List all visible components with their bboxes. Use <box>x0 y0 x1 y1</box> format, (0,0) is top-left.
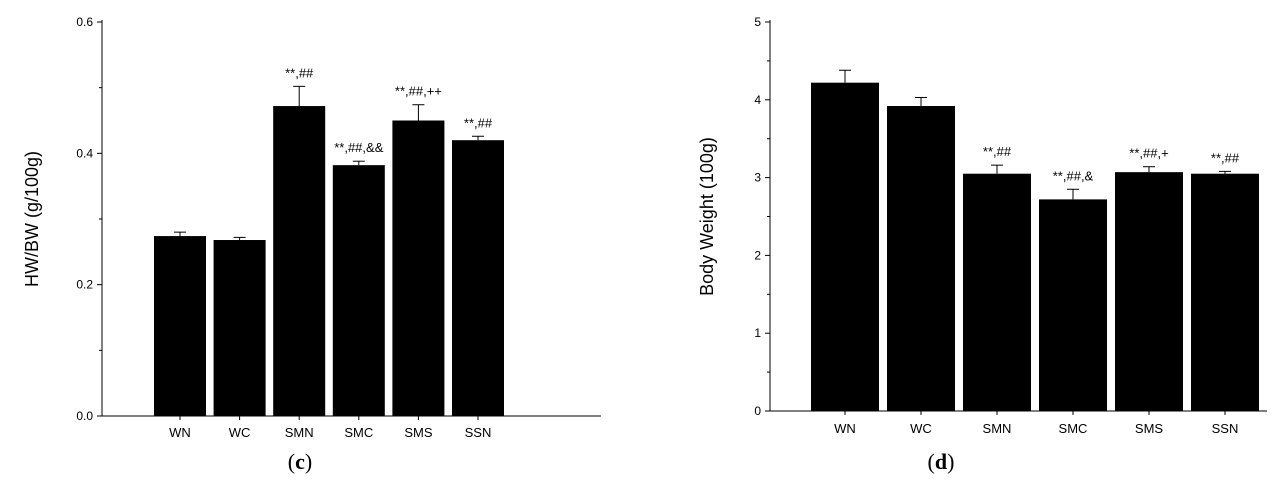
panel-label: (c) <box>288 449 312 474</box>
y-tick-label: 1 <box>754 326 761 340</box>
bar <box>392 120 445 416</box>
y-axis-title: HW/BW (g/100g) <box>22 151 42 287</box>
y-tick-label: 4 <box>754 93 761 107</box>
y-tick-label: 0.2 <box>76 278 93 292</box>
y-axis-title: Body Weight (100g) <box>697 137 717 296</box>
y-tick-label: 2 <box>754 248 761 262</box>
x-category-label: SSN <box>465 425 492 440</box>
y-tick-label: 0.4 <box>76 146 93 160</box>
panel-d-chart: 0 1 2 3 4 5 WN WC **,## SMN **,##,& SMC **,##,+ SMS **… <box>697 15 1267 474</box>
x-category-label: SMC <box>1059 421 1088 436</box>
y-tick-label: 0.6 <box>76 15 93 29</box>
bar <box>811 82 879 412</box>
significance-annotation: **,##,++ <box>395 84 442 99</box>
bar <box>887 106 955 412</box>
x-category-label: WC <box>229 425 251 440</box>
x-category-label: SMC <box>344 425 373 440</box>
significance-annotation: **,## <box>285 65 314 80</box>
significance-annotation: **,## <box>464 115 493 130</box>
bar <box>452 140 504 416</box>
bar <box>273 106 326 416</box>
x-category-label: SMN <box>983 421 1012 436</box>
x-category-label: SSN <box>1212 421 1239 436</box>
x-category-label: WN <box>834 421 856 436</box>
panel-c-chart: 0.0 0.2 0.4 0.6 WN WC **,## SMN **,##,&& SMC **,##… <box>22 15 601 474</box>
bar <box>1039 199 1107 411</box>
x-category-label: SMS <box>1135 421 1164 436</box>
x-category-label: WN <box>169 425 191 440</box>
significance-annotation: **,##,&& <box>334 140 383 155</box>
y-tick-label: 0 <box>754 404 761 418</box>
x-category-label: SMS <box>404 425 433 440</box>
bar <box>963 173 1031 411</box>
y-tick-label: 5 <box>754 15 761 29</box>
x-category-label: WC <box>910 421 932 436</box>
significance-annotation: **,## <box>1211 150 1240 165</box>
significance-annotation: **,##,& <box>1053 168 1094 183</box>
y-tick-label: 0.0 <box>76 409 93 423</box>
panel-label: (d) <box>928 449 955 474</box>
bar <box>213 240 266 416</box>
bar <box>1191 173 1259 411</box>
bar <box>332 165 385 416</box>
bar <box>154 236 206 416</box>
x-category-label: SMN <box>285 425 314 440</box>
significance-annotation: **,## <box>983 144 1012 159</box>
bar <box>1115 172 1183 411</box>
significance-annotation: **,##,+ <box>1129 146 1168 161</box>
y-tick-label: 3 <box>754 171 761 185</box>
